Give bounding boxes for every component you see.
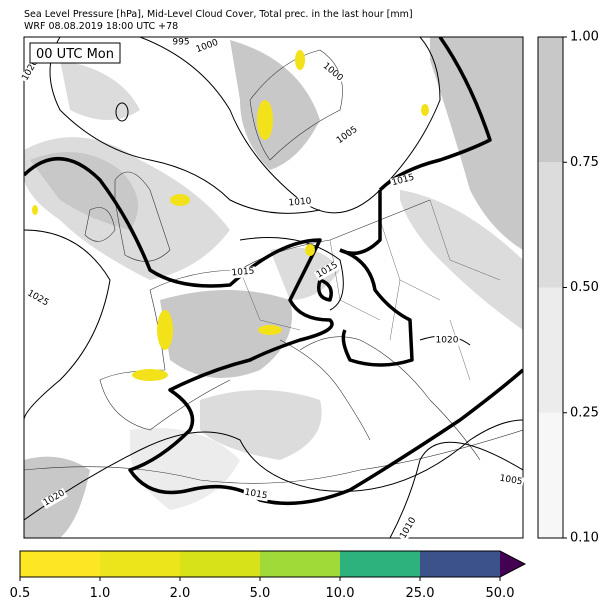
colorbars: 0.10 0.25 0.50 0.75 1.00 0.5 1.0 2.0 5.0 10.0 25.0…	[10, 30, 599, 602]
precip-colorbar-segment	[20, 551, 100, 577]
precip-colorbar-segment	[420, 551, 500, 577]
isobar-label-bg	[319, 60, 346, 85]
map-frame	[23, 36, 524, 539]
isobar-label: 1020	[436, 336, 459, 346]
isobar-label-bg	[40, 487, 68, 509]
isobar-label: 1015	[231, 267, 255, 279]
precip-colorbar-segment	[260, 551, 340, 577]
cloud-colorbar-label: 0.75	[570, 155, 599, 170]
time-label-box	[29, 42, 121, 64]
isobar-label-bg	[193, 37, 221, 56]
isobar-label-bg	[24, 287, 52, 309]
precip-colorbar-label: 5.0	[250, 586, 271, 601]
isobar-label-bg	[230, 266, 256, 279]
isobar-label: 1005	[499, 474, 523, 488]
cloud-colorbar-segment	[538, 412, 563, 538]
precip-colorbar-segment	[100, 551, 180, 577]
isobar-label-bg	[171, 37, 191, 48]
precip-colorbar-label: 10.0	[326, 586, 355, 601]
time-label: 00 UTC Mon	[36, 47, 114, 62]
precip-colorbar-label: 2.0	[170, 586, 191, 601]
isobar-label: 1010	[288, 196, 312, 208]
isobar-label-bg	[313, 259, 341, 281]
map	[24, 37, 523, 538]
precip-colorbar-segment	[180, 551, 260, 577]
precip-colorbar-segment	[340, 551, 420, 577]
precip-colorbar-extend	[500, 551, 525, 577]
isobar-label-bg	[334, 124, 361, 147]
cloud-colorbar-segment	[538, 287, 563, 413]
cloud-colorbar-label: 0.50	[570, 280, 599, 295]
isobar-label-bg	[287, 196, 314, 209]
precip-colorbar-frame	[19, 550, 527, 578]
isobar-label: 995	[172, 38, 189, 48]
precip-colorbar-label: 25.0	[406, 586, 435, 601]
isobar-label: 1015	[244, 488, 268, 502]
cloud-colorbar-segment	[538, 37, 563, 163]
cloud-colorbar-label: 1.00	[570, 30, 599, 45]
cloud-colorbar-segment	[538, 162, 563, 288]
isobar-label-bg	[434, 335, 460, 346]
isobar-label-bg	[389, 172, 417, 189]
isobar-label-bg	[497, 473, 525, 488]
isobar-label-bg	[397, 514, 420, 542]
precip-colorbar-label: 50.0	[486, 586, 515, 601]
cloud-colorbar-label: 0.25	[570, 405, 599, 420]
title-line-2: WRF 08.08.2019 18:00 UTC +78	[24, 21, 178, 32]
cloud-colorbar-label: 0.10	[570, 531, 599, 546]
isobar-label-bg	[242, 487, 270, 502]
title-line-1: Sea Level Pressure [hPa], Mid-Level Clou…	[24, 9, 413, 20]
precip-colorbar-label: 1.0	[90, 586, 111, 601]
precip-colorbar-label: 0.5	[10, 586, 31, 601]
